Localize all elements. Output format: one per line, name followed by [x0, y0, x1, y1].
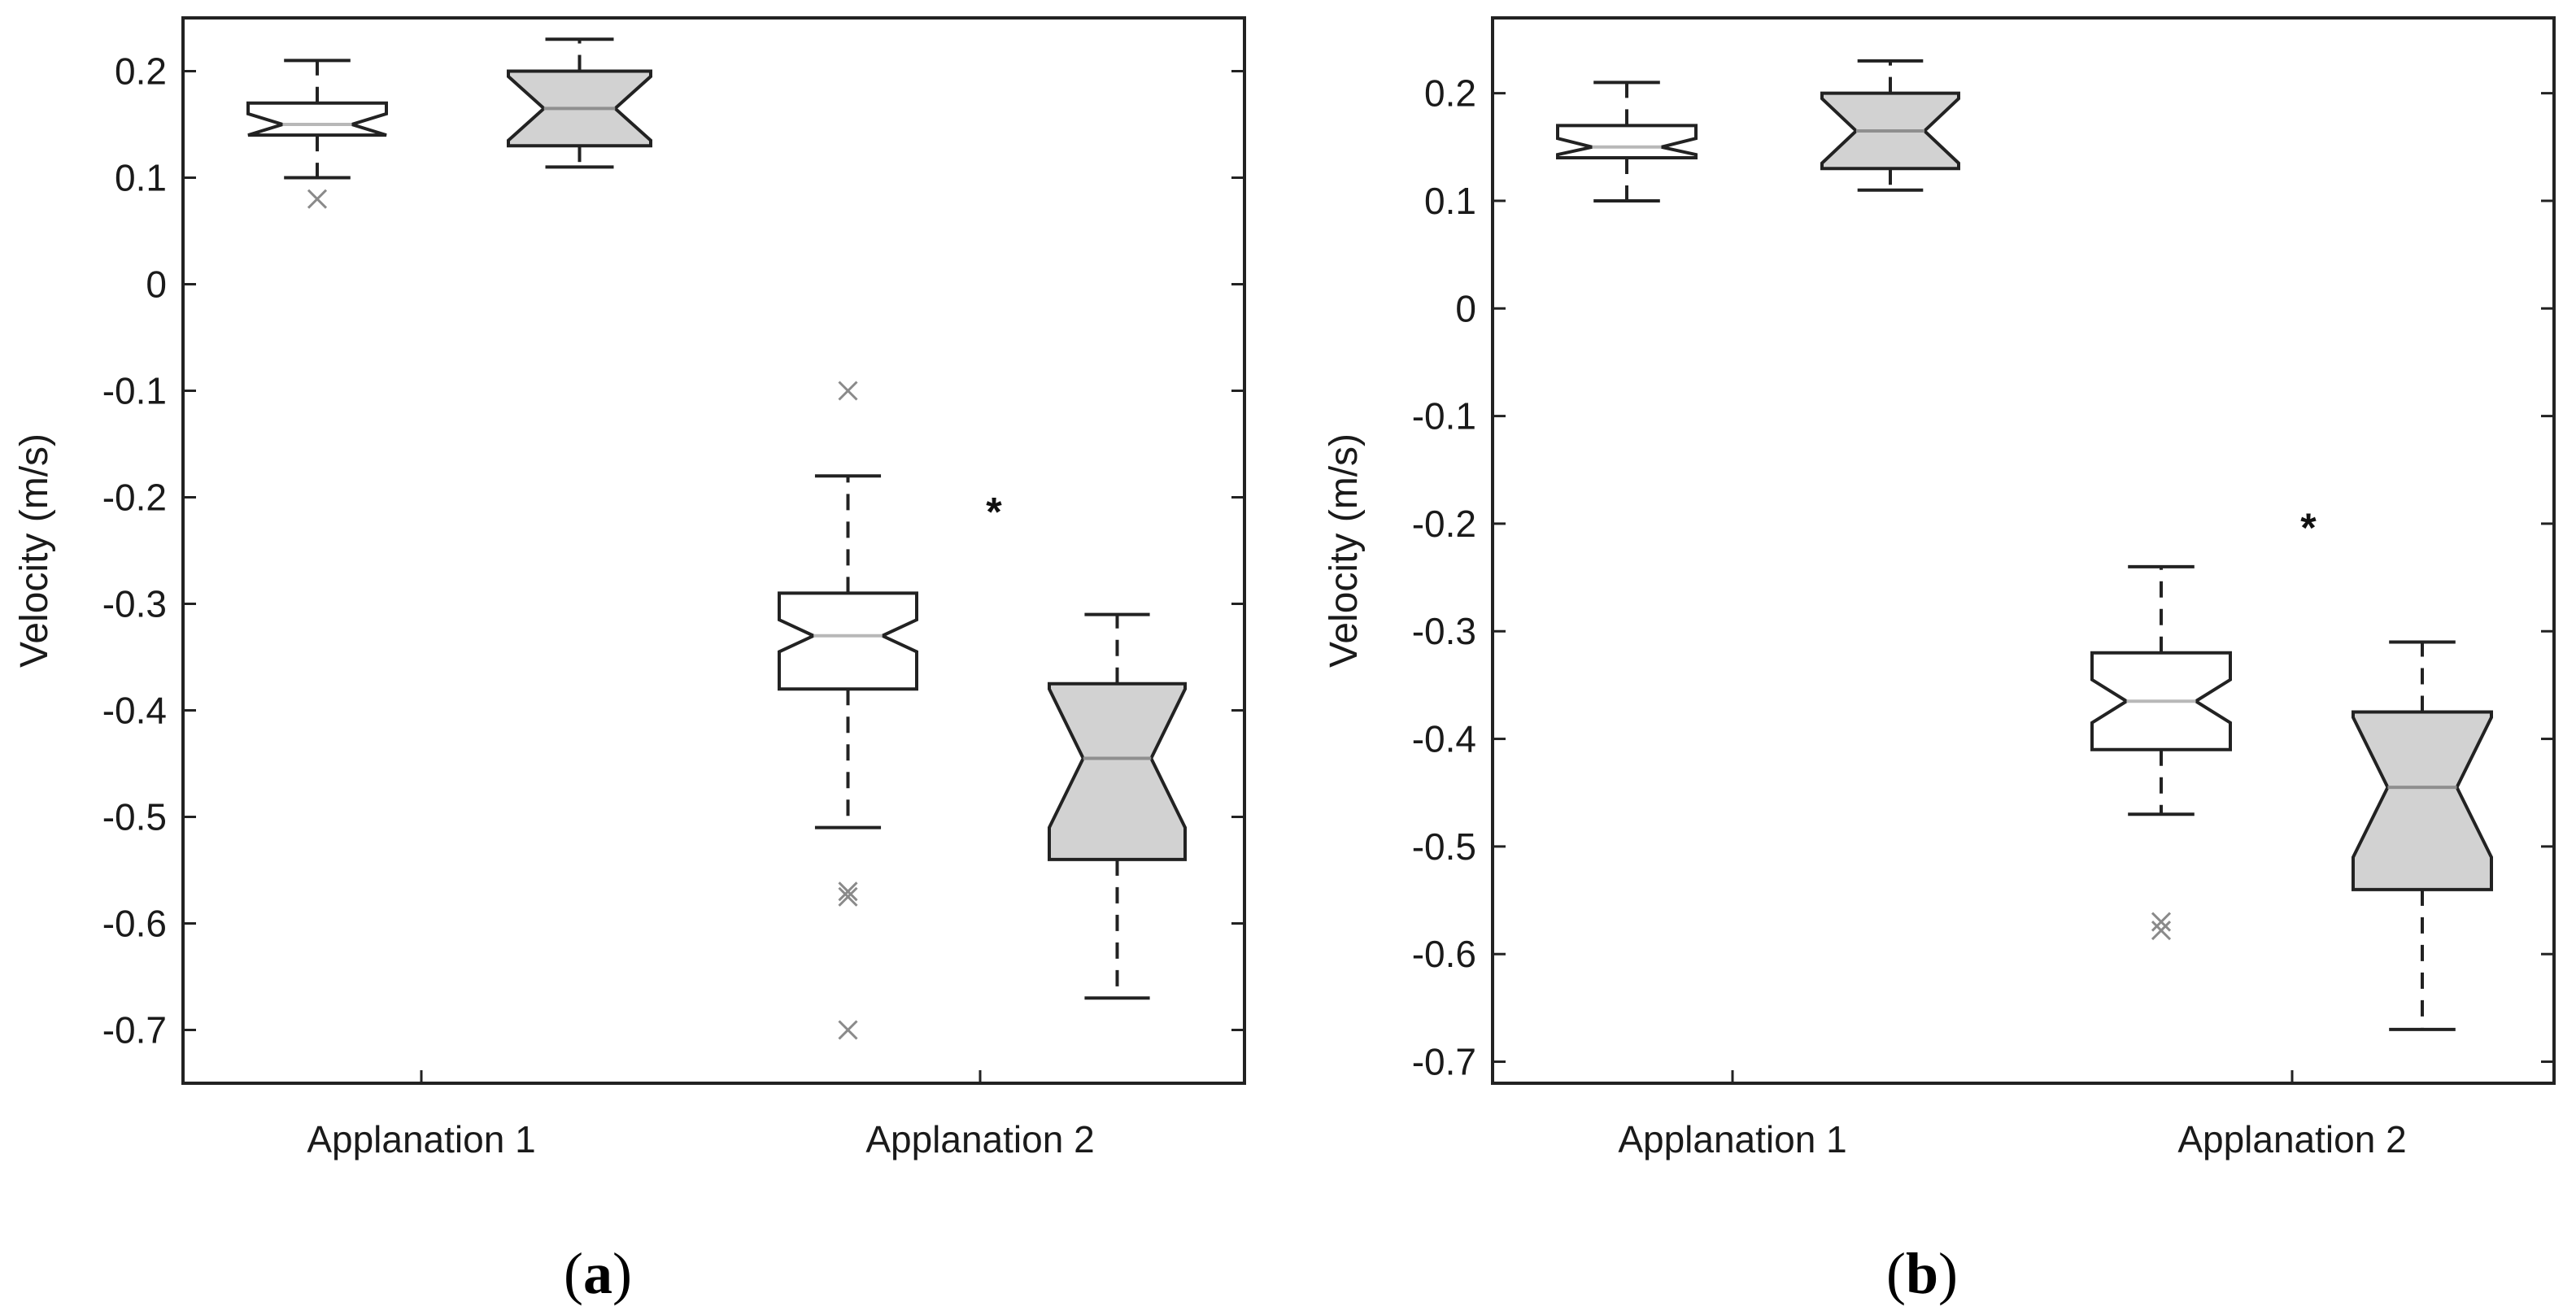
outlier-marker: [838, 1020, 858, 1040]
x-category-label: Applanation 1: [307, 1118, 535, 1160]
y-axis-title: Velocity (m/s): [13, 433, 56, 668]
y-tick-label: -0.7: [1412, 1041, 1476, 1083]
outlier-marker: [838, 886, 858, 907]
chart-panel-b: 0.2 0.1 0 -0.1 -0.2 -0.3 -0.4 -0.5 -0.6 -0.7 Appla…: [1323, 16, 2556, 1306]
y-tick-label: -0.5: [102, 796, 167, 838]
y-tick-label: 0: [1455, 287, 1476, 329]
panel-label-letter: b: [1906, 1241, 1938, 1306]
x-category-label: Applanation 2: [865, 1118, 1094, 1160]
significance-asterisk: *: [2300, 505, 2317, 551]
box-white: [2090, 564, 2232, 941]
y-tick-label: -0.6: [1412, 933, 1476, 975]
panel-label-open-paren: (: [564, 1241, 583, 1306]
outlier-marker: [2151, 912, 2172, 932]
box-body: [1048, 681, 1187, 861]
y-tick-label: -0.4: [1412, 718, 1476, 760]
outlier-marker: [307, 189, 328, 209]
panel-label-close-paren: ): [612, 1241, 632, 1306]
y-tick-label: 0.2: [1424, 72, 1476, 115]
significance-asterisk: *: [986, 490, 1002, 535]
y-tick-label: 0: [146, 263, 167, 306]
y-tick-label: 0.1: [1424, 180, 1476, 222]
x-category-label: Applanation 1: [1618, 1118, 1846, 1160]
outlier-stroke: [307, 189, 328, 209]
y-tick-label: -0.6: [102, 903, 167, 945]
box-white: [1556, 81, 1698, 202]
y-tick-label: -0.4: [102, 690, 167, 732]
panel-label: (b): [1886, 1241, 1958, 1306]
y-tick-label: 0.2: [115, 50, 167, 93]
outlier-stroke: [838, 886, 858, 907]
box-body: [2352, 710, 2493, 891]
panel-label: (a): [564, 1241, 632, 1306]
panel-label-close-paren: ): [1938, 1241, 1958, 1306]
outlier-stroke: [838, 381, 858, 401]
box-gray: [507, 37, 652, 169]
y-tick-label: -0.3: [1412, 610, 1476, 652]
y-tick-label: 0.1: [115, 157, 167, 199]
box-body: [778, 591, 918, 691]
box-body: [1556, 124, 1698, 160]
y-tick-label: -0.3: [102, 583, 167, 625]
y-tick-label: -0.7: [102, 1009, 167, 1052]
y-tick-label: -0.5: [1412, 825, 1476, 868]
box-gray: [1048, 612, 1187, 1000]
box-gray: [2352, 640, 2493, 1031]
box-white: [246, 59, 388, 209]
box-white: [778, 381, 918, 1040]
box-gray: [1820, 59, 1960, 192]
y-tick-label: -0.2: [1412, 503, 1476, 545]
outlier-stroke: [838, 1020, 858, 1040]
x-category-label: Applanation 2: [2177, 1118, 2406, 1160]
y-axis-title: Velocity (m/s): [1323, 433, 1366, 668]
y-tick-label: -0.1: [102, 370, 167, 412]
panel-label-open-paren: (: [1886, 1241, 1906, 1306]
outlier-stroke: [2151, 912, 2172, 932]
box-body: [246, 101, 388, 137]
outlier-stroke: [2151, 921, 2172, 941]
y-tick-label: -0.2: [102, 477, 167, 519]
y-tick-label: -0.1: [1412, 395, 1476, 438]
plot-area-frame: [181, 16, 1246, 1085]
outlier-marker: [2151, 921, 2172, 941]
panel-label-letter: a: [583, 1241, 612, 1306]
outlier-marker: [838, 882, 858, 902]
outlier-marker: [838, 381, 858, 401]
outlier-stroke: [838, 882, 858, 902]
chart-panel-a: 0.2 0.1 0 -0.1 -0.2 -0.3 -0.4 -0.5 -0.6 -0.7 Appla…: [13, 16, 1246, 1306]
plot-area-frame: [1491, 16, 2556, 1085]
